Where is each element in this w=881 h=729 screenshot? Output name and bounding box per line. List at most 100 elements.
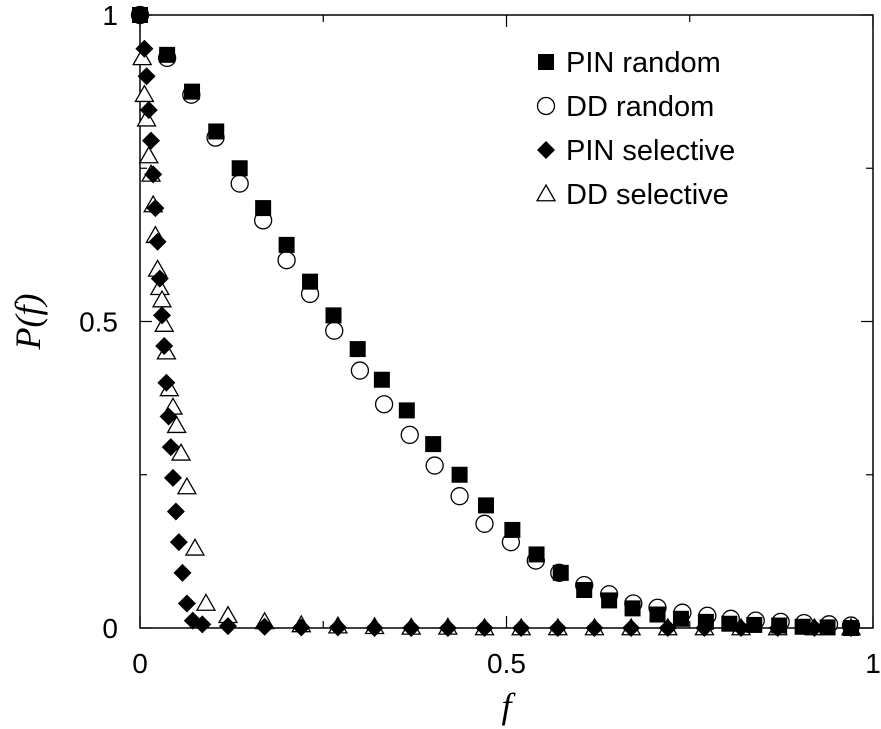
legend-marker <box>537 141 555 159</box>
data-point <box>732 619 751 637</box>
x-tick-label: 1 <box>865 648 881 679</box>
data-point <box>138 145 159 164</box>
series-dd-random <box>130 5 861 635</box>
x-axis-title: f <box>501 686 516 726</box>
data-point <box>528 546 545 563</box>
data-point <box>173 563 192 582</box>
data-point <box>350 361 370 380</box>
y-tick-label: 0.5 <box>79 307 118 338</box>
x-tick-label: 0.5 <box>487 648 526 679</box>
series-pin-selective <box>131 6 861 637</box>
data-point <box>585 619 604 637</box>
series-pin-random <box>132 7 860 636</box>
data-point <box>131 6 149 24</box>
legend: PIN random DD random PIN selective DD selec… <box>535 47 735 211</box>
data-point <box>622 619 641 637</box>
data-point <box>805 619 824 637</box>
legend-label: DD selective <box>566 179 729 211</box>
data-point <box>154 314 175 332</box>
data-point <box>137 67 156 86</box>
data-point <box>157 373 176 392</box>
data-point <box>504 521 521 538</box>
data-marks <box>130 5 862 637</box>
data-point <box>450 487 469 506</box>
data-point <box>325 307 342 324</box>
data-point <box>842 619 861 637</box>
data-point <box>402 619 421 637</box>
legend-item: PIN selective <box>537 135 735 167</box>
data-point <box>325 321 344 340</box>
data-point <box>135 39 154 58</box>
data-point <box>195 593 217 611</box>
data-point <box>193 615 212 634</box>
data-point <box>552 564 569 581</box>
data-point <box>230 174 249 193</box>
data-point <box>292 618 311 637</box>
data-point <box>169 533 188 552</box>
data-point <box>134 84 155 103</box>
legend-item: DD selective <box>535 179 729 211</box>
data-point <box>159 46 176 63</box>
data-point <box>159 407 178 426</box>
data-point <box>139 101 158 120</box>
legend-item: DD random <box>536 91 714 123</box>
series-dd-selective <box>132 47 862 636</box>
data-point <box>255 617 274 636</box>
data-point <box>136 108 157 127</box>
data-point <box>548 619 567 637</box>
data-point <box>144 165 163 184</box>
data-point <box>624 600 641 617</box>
data-point <box>328 618 347 637</box>
data-point <box>398 402 415 419</box>
data-point <box>302 273 319 290</box>
legend-marker <box>536 96 556 116</box>
legend-label: DD random <box>566 91 714 123</box>
data-point <box>477 497 494 514</box>
legend-marker <box>535 183 557 202</box>
data-point <box>475 514 494 533</box>
data-point <box>184 83 201 100</box>
data-point <box>349 341 366 358</box>
data-point <box>451 466 468 483</box>
data-point <box>658 619 677 637</box>
axis-tick-labels: 0 0.5 1 0 0.5 1 <box>79 0 881 679</box>
data-point <box>438 619 457 637</box>
data-point <box>132 47 153 66</box>
data-point <box>672 610 689 627</box>
data-point <box>794 618 811 635</box>
data-point <box>163 468 182 487</box>
legend-label: PIN random <box>566 47 721 79</box>
data-point <box>819 619 836 636</box>
data-point <box>695 619 714 637</box>
data-point <box>166 415 187 434</box>
legend-item: PIN random <box>538 47 721 79</box>
data-point <box>475 619 494 637</box>
data-point <box>148 232 167 251</box>
data-point <box>400 425 419 445</box>
data-point <box>649 606 666 623</box>
data-point <box>170 442 192 461</box>
data-point <box>155 337 174 356</box>
data-point <box>425 436 442 453</box>
y-tick-label: 1 <box>102 0 118 31</box>
data-point <box>152 306 171 325</box>
data-point <box>141 131 160 150</box>
data-point <box>208 123 225 140</box>
y-tick-label: 0 <box>102 613 118 644</box>
data-point <box>601 592 618 609</box>
data-point <box>374 395 394 414</box>
x-tick-label: 0 <box>132 648 148 679</box>
data-point <box>166 502 185 521</box>
data-point <box>373 371 390 388</box>
data-point <box>150 269 169 288</box>
data-point <box>277 251 296 270</box>
legend-label: PIN selective <box>566 135 735 167</box>
data-point <box>146 199 165 218</box>
data-point <box>218 617 237 636</box>
data-point <box>278 236 295 253</box>
data-point <box>746 616 763 633</box>
data-point <box>176 476 198 495</box>
legend-marker <box>538 54 554 70</box>
data-point <box>177 594 196 613</box>
